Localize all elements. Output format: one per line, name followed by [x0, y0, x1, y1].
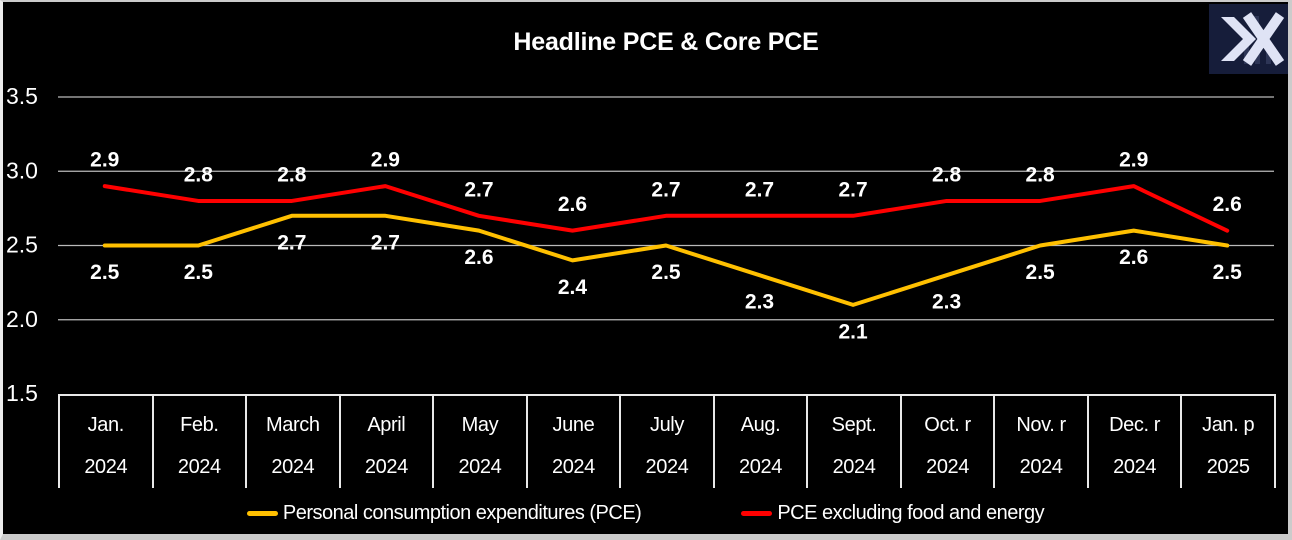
plot-area: 3.5 3.0 2.5 2.0 1.5 2.5 2.5 2.7 2.7 2.6 2.4 2.5 2.3 2…: [6, 83, 1274, 406]
legend-label: PCE excluding food and energy: [777, 501, 1045, 524]
data-label: 2.4: [558, 276, 588, 299]
data-label: 2.5: [184, 261, 214, 284]
x-axis-month-label: Sept.: [831, 414, 877, 436]
x-axis-category: Feb. 2024: [154, 396, 248, 488]
data-label: 2.7: [745, 178, 774, 201]
x-axis-category: Aug. 2024: [715, 396, 809, 488]
x-axis-year-label: 2024: [364, 456, 408, 478]
x-axis-year-label: 2024: [458, 456, 502, 478]
legend-dash-icon: [741, 510, 773, 516]
data-label: 2.7: [838, 178, 867, 201]
x-axis-month-label: April: [367, 414, 406, 436]
x-axis-category: Sept. 2024: [808, 396, 902, 488]
data-label: 2.3: [932, 291, 961, 314]
data-label: 2.5: [651, 261, 681, 284]
x-axis-category: Jan. 2024: [60, 396, 154, 488]
legend-label: Personal consumption expenditures (PCE): [282, 501, 642, 524]
y-tick-label: 3.0: [6, 157, 38, 183]
data-label: 2.9: [90, 149, 119, 172]
y-tick-label: 2.0: [6, 306, 38, 332]
x-axis-year-label: 2024: [271, 456, 315, 478]
x-axis-year-label: 2024: [177, 456, 221, 478]
x-axis-month-label: Nov. r: [1016, 414, 1066, 436]
x-axis-category: Nov. r 2024: [995, 396, 1089, 488]
brand-logo-icon: [1209, 4, 1288, 74]
chart-frame: 3.5 3.0 2.5 2.0 1.5 2.5 2.5 2.7 2.7 2.6 2.4 2.5 2.3 2…: [3, 2, 1288, 534]
x-axis-year-label: 2024: [832, 456, 876, 478]
y-tick-label: 3.5: [6, 83, 38, 109]
series-line-1: [102, 184, 1230, 233]
data-label: 2.9: [1119, 149, 1148, 172]
data-label: 2.8: [277, 163, 307, 186]
x-axis-month-label: Dec. r: [1109, 414, 1161, 436]
x-axis-year-label: 2024: [1113, 456, 1157, 478]
x-axis-month-label: Feb.: [180, 414, 219, 436]
legend-item: Personal consumption expenditures (PCE): [246, 501, 642, 525]
data-label: 2.5: [90, 261, 120, 284]
data-label: 2.7: [371, 231, 400, 254]
legend-dash-icon: [246, 510, 278, 516]
data-label: 2.8: [932, 163, 962, 186]
data-label: 2.6: [1119, 246, 1148, 269]
x-axis-year-label: 2025: [1206, 456, 1250, 478]
x-axis-month-label: Jan.: [87, 414, 125, 436]
x-axis-month-label: Aug.: [740, 414, 781, 436]
y-tick-label: 1.5: [6, 380, 38, 406]
x-axis-year-label: 2024: [84, 456, 128, 478]
x-axis-month-label: July: [649, 414, 684, 436]
x-axis-year-label: 2024: [645, 456, 689, 478]
x-axis-month-label: March: [266, 414, 320, 436]
x-axis-year-label: 2024: [739, 456, 782, 478]
data-label: 2.5: [1026, 261, 1056, 284]
x-axis-year-label: 2024: [1019, 456, 1063, 478]
chart-legend: Personal consumption expenditures (PCE) P…: [3, 497, 1288, 529]
x-axis-month-label: May: [461, 414, 499, 436]
data-label: 2.6: [464, 246, 493, 269]
x-axis-category: June 2024: [528, 396, 622, 488]
data-label: 2.5: [1213, 261, 1243, 284]
data-label: 2.9: [371, 149, 400, 172]
y-tick-label: 2.5: [6, 232, 38, 258]
x-axis-category: March 2024: [247, 396, 341, 488]
data-label: 2.8: [184, 163, 214, 186]
data-label: 2.3: [745, 291, 774, 314]
series-line-0: [102, 213, 1230, 307]
x-axis-category: April 2024: [341, 396, 435, 488]
chart-title: Headline PCE & Core PCE: [513, 28, 819, 56]
legend-item: PCE excluding food and energy: [741, 501, 1045, 525]
data-label: 2.8: [1026, 163, 1056, 186]
x-axis-category: May 2024: [434, 396, 528, 488]
x-axis-category: Dec. r 2024: [1089, 396, 1183, 488]
x-axis-category: Jan. p 2025: [1182, 396, 1274, 488]
data-label: 2.7: [464, 178, 493, 201]
x-axis-month-label: Jan. p: [1202, 414, 1255, 436]
x-axis-category: Oct. r 2024: [902, 396, 996, 488]
data-label: 2.7: [277, 231, 306, 254]
data-label: 2.6: [558, 193, 587, 216]
x-axis-month-label: Oct. r: [924, 414, 971, 436]
x-axis-year-label: 2024: [926, 456, 969, 478]
x-axis-year-label: 2024: [551, 456, 595, 478]
data-label: 2.1: [838, 320, 868, 343]
data-label: 2.7: [651, 178, 680, 201]
x-axis-category: July 2024: [621, 396, 715, 488]
x-axis-month-label: June: [552, 414, 595, 436]
data-label: 2.6: [1213, 193, 1242, 216]
x-axis-table: Jan. 2024 Feb. 2024 March 2024 April 2024 May 202…: [58, 394, 1276, 488]
